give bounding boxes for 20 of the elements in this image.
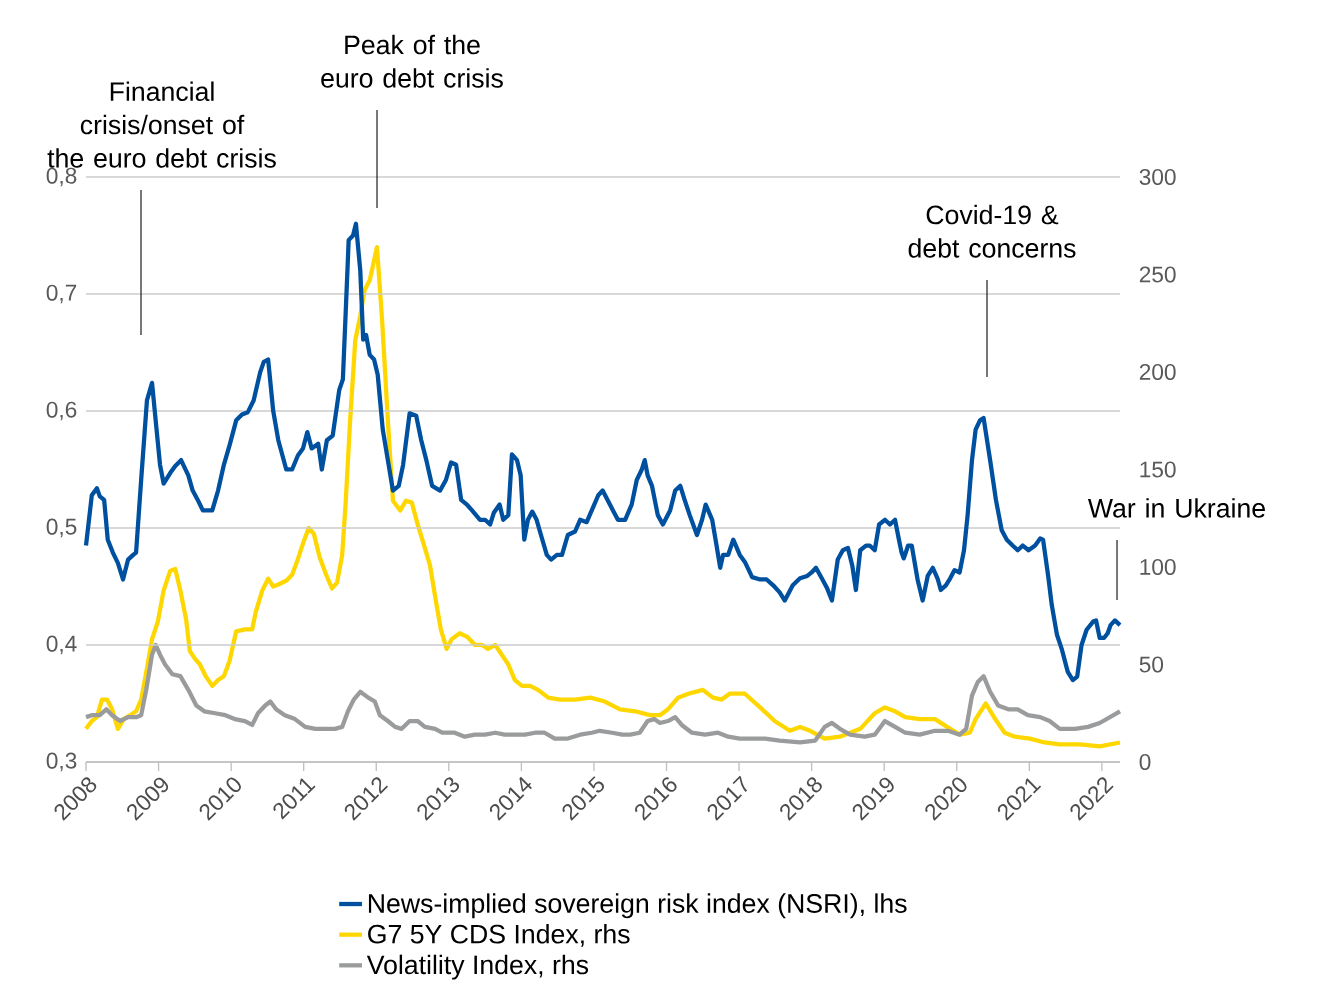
- annotation: War in Ukraine: [1087, 498, 1265, 518]
- legend-label: G7 5Y CDS Index, rhs: [368, 924, 630, 947]
- y2-tick-label: 250: [1139, 266, 1176, 283]
- legend-label: News-implied sovereign risk index (NSRI), lhs: [368, 893, 907, 919]
- y2-tick-label: 150: [1140, 461, 1176, 478]
- y2-tick-label: 300: [1139, 168, 1176, 186]
- y-tick-label: 0,4: [46, 635, 77, 655]
- text: Peak of the euro debt crisis: [321, 34, 503, 88]
- y-tick-label: 0,7: [46, 284, 77, 304]
- legend-label: Volatility Index, rhs: [366, 954, 589, 980]
- text: Financial crisis/onset of the euro debt crisis: [47, 81, 276, 168]
- y2-tick-label: 100: [1140, 558, 1176, 576]
- y2-tick-label: 50: [1139, 656, 1164, 673]
- annotation: Covid-19 & debt concerns: [908, 204, 1076, 258]
- y-tick-label: 0,5: [46, 518, 77, 538]
- y2-tick-label: 200: [1139, 363, 1176, 381]
- y-tick-label: 0,8: [46, 167, 77, 187]
- y-tick-label: 0,3: [46, 752, 77, 772]
- y2-tick-label: 0: [1139, 753, 1151, 771]
- y-tick-label: 0,6: [46, 401, 77, 421]
